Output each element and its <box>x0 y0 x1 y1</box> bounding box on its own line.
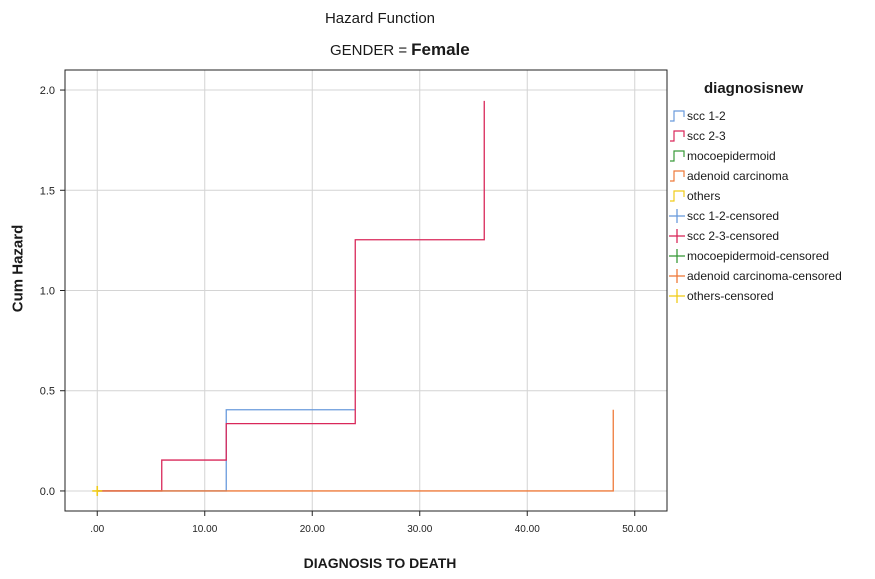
legend-label: scc 1-2-censored <box>687 209 780 223</box>
cross-marker-icon <box>669 249 685 263</box>
y-tick-label: 1.0 <box>40 286 55 298</box>
y-tick-label: 0.5 <box>40 386 55 398</box>
censor-mark-others-censored <box>92 485 103 496</box>
cross-marker-icon <box>669 269 685 283</box>
chart-subtitle: GENDER = Female <box>330 40 470 60</box>
series-line-adenoid-carcinoma <box>97 409 614 492</box>
legend-item-scc-1-2: scc 1-2 <box>669 107 726 125</box>
legend-label: scc 2-3-censored <box>687 229 780 243</box>
step-line-icon <box>670 190 685 202</box>
x-tick-label: 30.00 <box>407 524 432 535</box>
axis-ticks: .00 10.00 20.00 30.00 40.00 50.00 0.0 0.5 1.0 1.5… <box>40 85 648 535</box>
x-tick-label: .00 <box>90 524 104 535</box>
y-tick-label: 0.0 <box>40 486 55 498</box>
legend-item-scc-1-2-censored: scc 1-2-censored <box>669 207 779 225</box>
legend-item-adenoid-carcinoma-censored: adenoid carcinoma-censored <box>669 267 842 285</box>
legend-title: diagnosisnew <box>704 80 804 97</box>
step-line-icon <box>670 110 685 122</box>
x-tick-label: 10.00 <box>192 524 217 535</box>
legend-label: adenoid carcinoma <box>687 169 789 183</box>
legend-label: mocoepidermoid-censored <box>687 249 830 263</box>
legend-label: scc 1-2 <box>687 109 726 123</box>
legend-item-mocoepidermoid: mocoepidermoid <box>669 147 776 165</box>
subtitle-value: Female <box>411 40 470 59</box>
chart-title: Hazard Function <box>324 10 436 27</box>
censor-marks <box>92 485 103 496</box>
legend-item-others: others <box>669 187 720 205</box>
y-tick-label: 2.0 <box>40 85 55 97</box>
legend-label: scc 2-3 <box>687 129 726 143</box>
step-line-icon <box>670 150 685 162</box>
series-lines <box>97 100 614 492</box>
legend-item-mocoepidermoid-censored: mocoepidermoid-censored <box>669 247 829 265</box>
step-line-icon <box>670 170 685 182</box>
legend-item-scc-2-3-censored: scc 2-3-censored <box>669 227 779 245</box>
x-axis-title: DIAGNOSIS TO DEATH <box>303 555 457 571</box>
step-line-icon <box>670 130 685 142</box>
legend-item-adenoid-carcinoma: adenoid carcinoma <box>669 167 788 185</box>
legend-label: others-censored <box>687 289 774 303</box>
cross-marker-icon <box>669 289 685 303</box>
x-tick-label: 40.00 <box>515 524 540 535</box>
legend-label: adenoid carcinoma-censored <box>687 269 842 283</box>
legend-label: mocoepidermoid <box>687 149 776 163</box>
y-tick-label: 1.5 <box>40 185 55 197</box>
cross-marker-icon <box>669 209 685 223</box>
y-axis-title: Cum Hazard <box>9 224 27 313</box>
legend-item-others-censored: others-censored <box>669 287 774 305</box>
cross-marker-icon <box>669 229 685 243</box>
grid-lines <box>65 70 667 511</box>
series-line-scc-2-3 <box>97 100 485 492</box>
legend-label: others <box>687 189 721 203</box>
x-tick-label: 20.00 <box>300 524 325 535</box>
x-tick-label: 50.00 <box>622 524 647 535</box>
legend-item-scc-2-3: scc 2-3 <box>669 127 726 145</box>
subtitle-label: GENDER = <box>330 42 408 59</box>
